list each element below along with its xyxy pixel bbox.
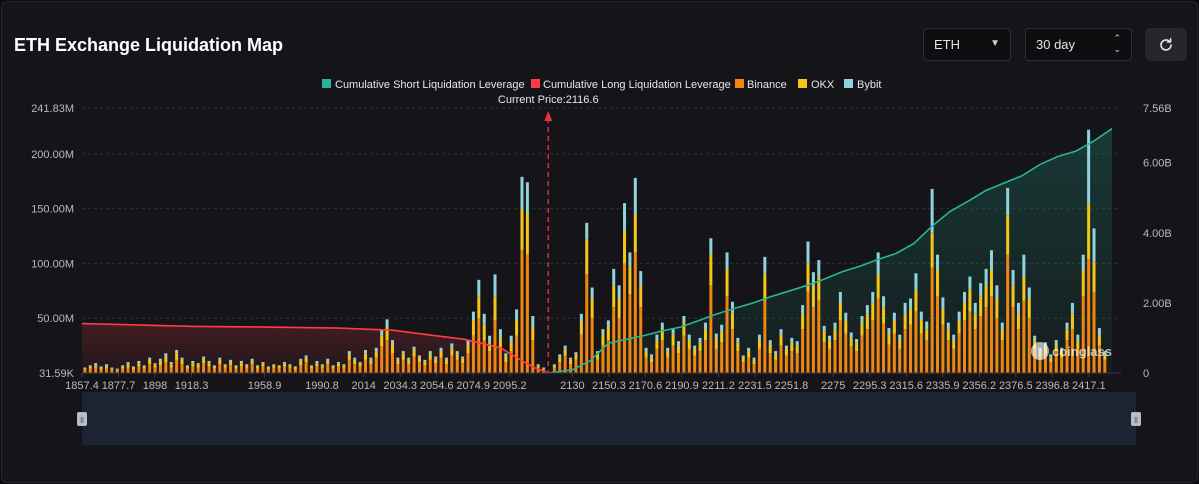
coin-select[interactable]: ETH ▼ [923,28,1011,61]
period-select-value: 30 day [1036,37,1076,52]
period-select[interactable]: 30 day ⌃ ⌄ [1025,28,1132,61]
refresh-button[interactable] [1145,28,1187,61]
up-down-chevron-icon: ⌃ ⌄ [1113,33,1121,54]
refresh-icon [1160,37,1172,51]
coin-select-value: ETH [934,37,960,52]
page-title: ETH Exchange Liquidation Map [14,35,284,55]
chevron-down-icon: ▼ [990,38,1000,49]
